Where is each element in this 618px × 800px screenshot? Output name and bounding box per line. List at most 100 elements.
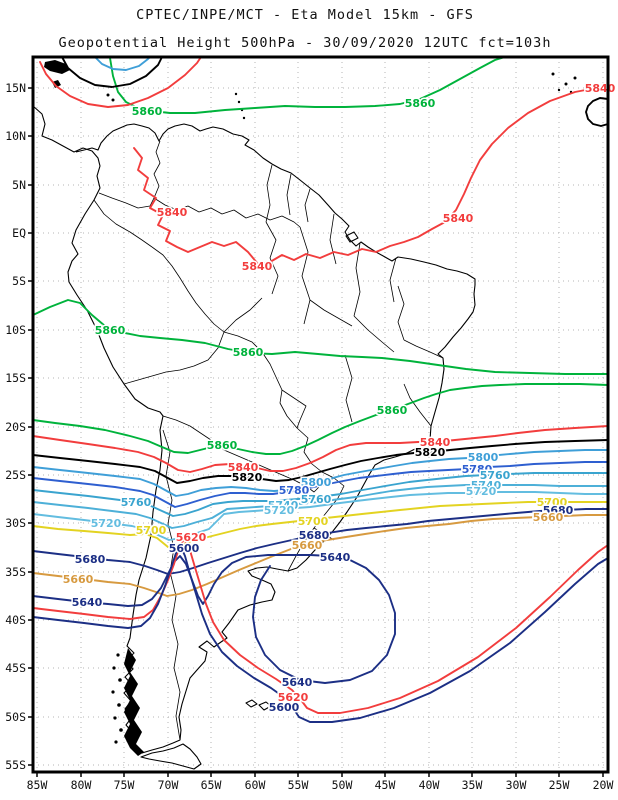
- contour-5720-band: [32, 491, 609, 541]
- lon-tick-label: 70W: [158, 778, 179, 792]
- lon-tick-label: 65W: [201, 778, 222, 792]
- lon-tick-label: 30W: [506, 778, 527, 792]
- contour-5860-north: [109, 56, 506, 114]
- lon-tick-label: 85W: [27, 778, 48, 792]
- lon-tick-label: 35W: [462, 778, 483, 792]
- contour-5860-brazil: [32, 299, 609, 375]
- contour-label-5800: 5800: [468, 451, 499, 464]
- contour-5600-trough: [32, 546, 609, 723]
- contour-label-5680: 5680: [299, 529, 330, 542]
- lon-tick-label: 40W: [419, 778, 440, 792]
- lat-tick-label: 15N: [5, 81, 26, 95]
- lat-tick-label: 40S: [5, 613, 26, 627]
- contour-label-5840: 5840: [585, 82, 616, 95]
- contour-5820-ring: [61, 56, 163, 88]
- brazil-state-borders: [223, 213, 444, 427]
- caribbean-islands: [44, 60, 70, 88]
- lat-tick-label: 5S: [12, 274, 26, 288]
- contour-label-5840: 5840: [157, 206, 188, 219]
- lon-tick-label: 20W: [593, 778, 614, 792]
- contour-label-5860: 5860: [132, 105, 163, 118]
- lat-tick-label: 10S: [5, 323, 26, 337]
- contour-5780-band: [32, 461, 609, 508]
- lat-tick-label: 25S: [5, 468, 26, 482]
- contour-5640-hook: [32, 554, 396, 684]
- lon-tick-label: 60W: [245, 778, 266, 792]
- lon-tick-label: 50W: [332, 778, 353, 792]
- tierra-del-fuego-island: [140, 743, 202, 770]
- lat-tick-label: EQ: [12, 226, 26, 240]
- lat-tick-label: 35S: [5, 565, 26, 579]
- contour-label-5860: 5860: [405, 97, 436, 110]
- lat-tick-label: 20S: [5, 420, 26, 434]
- contour-label-5780: 5780: [462, 463, 493, 476]
- chilean-archipelago-dots: [111, 653, 123, 744]
- contour-5620-trough: [32, 538, 609, 714]
- contour-label-5660: 5660: [292, 539, 323, 552]
- falkland-islands: [245, 699, 272, 711]
- contour-label-5720: 5720: [91, 517, 122, 530]
- contour-label-5860: 5860: [377, 404, 408, 417]
- lat-lon-gridlines: [33, 57, 608, 772]
- lon-tick-label: 55W: [288, 778, 309, 792]
- contour-label-5820: 5820: [415, 446, 446, 459]
- chart-title: CPTEC/INPE/MCT - Eta Model 15km - GFS: [136, 7, 474, 23]
- contour-5820-band: [32, 439, 609, 484]
- lat-tick-label: 15S: [5, 371, 26, 385]
- contour-5700-band: [32, 501, 609, 548]
- coastlines: [32, 60, 577, 770]
- axis-tick-labels: 85W 80W 75W 70W 65W 60W 55W 50W 45W 40W 35W 30W 25W 2…: [5, 81, 613, 792]
- contour-label-5600: 5600: [169, 542, 200, 555]
- contour-5840-ring: [39, 56, 202, 108]
- contour-5740-band: [32, 484, 609, 529]
- contour-label-5740: 5740: [471, 479, 502, 492]
- contour-5680-band: [32, 508, 609, 575]
- contour-label-5840: 5840: [443, 212, 474, 225]
- geopotential-contours: [32, 56, 609, 723]
- lon-tick-label: 25W: [549, 778, 570, 792]
- lat-tick-label: 45S: [5, 661, 26, 675]
- contour-label-5700: 5700: [537, 496, 568, 509]
- contour-label-5800: 5800: [301, 476, 332, 489]
- contour-5800-band: [32, 449, 609, 497]
- contour-label-5860: 5860: [95, 324, 126, 337]
- contour-label-5760: 5760: [301, 493, 332, 506]
- contour-label-5840: 5840: [420, 436, 451, 449]
- contour-label-5700: 5700: [136, 524, 167, 537]
- lat-tick-label: 10N: [5, 129, 26, 143]
- contour-5760-band: [32, 472, 609, 517]
- contour-label-5640: 5640: [72, 596, 103, 609]
- contour-label-5660: 5660: [533, 511, 564, 524]
- contour-label-5620: 5620: [278, 691, 309, 704]
- lat-tick-label: 30S: [5, 516, 26, 530]
- contour-label-5680: 5680: [75, 553, 106, 566]
- lat-tick-label: 55S: [5, 758, 26, 772]
- contour-5840-band: [32, 425, 609, 473]
- lon-tick-label: 75W: [114, 778, 135, 792]
- contour-label-5740: 5740: [268, 499, 299, 512]
- chart-titles: CPTEC/INPE/MCT - Eta Model 15km - GFS Ge…: [59, 7, 551, 51]
- contour-label-5720: 5720: [466, 485, 497, 498]
- contour-label-5840: 5840: [228, 461, 259, 474]
- map-frame: [31, 55, 610, 774]
- contour-label-5660: 5660: [63, 573, 94, 586]
- contour-5840-equatorial: [133, 85, 609, 265]
- contour-label-5700: 5700: [298, 515, 329, 528]
- lat-tick-label: 5N: [12, 178, 26, 192]
- lon-tick-label: 45W: [375, 778, 396, 792]
- contour-5820-ne: [585, 97, 609, 127]
- contour-label-5600: 5600: [269, 701, 300, 714]
- contour-label-5760: 5760: [480, 469, 511, 482]
- contour-5860-band: [32, 383, 609, 455]
- contour-label-5720: 5720: [264, 504, 295, 517]
- contour-label-5820: 5820: [232, 471, 263, 484]
- lon-tick-label: 80W: [71, 778, 92, 792]
- contour-label-5620: 5620: [176, 531, 207, 544]
- country-borders: [93, 140, 444, 741]
- contour-label-5640: 5640: [282, 676, 313, 689]
- contour-label-5840: 5840: [242, 260, 273, 273]
- lat-tick-label: 50S: [5, 710, 26, 724]
- contour-label-5860: 5860: [233, 346, 264, 359]
